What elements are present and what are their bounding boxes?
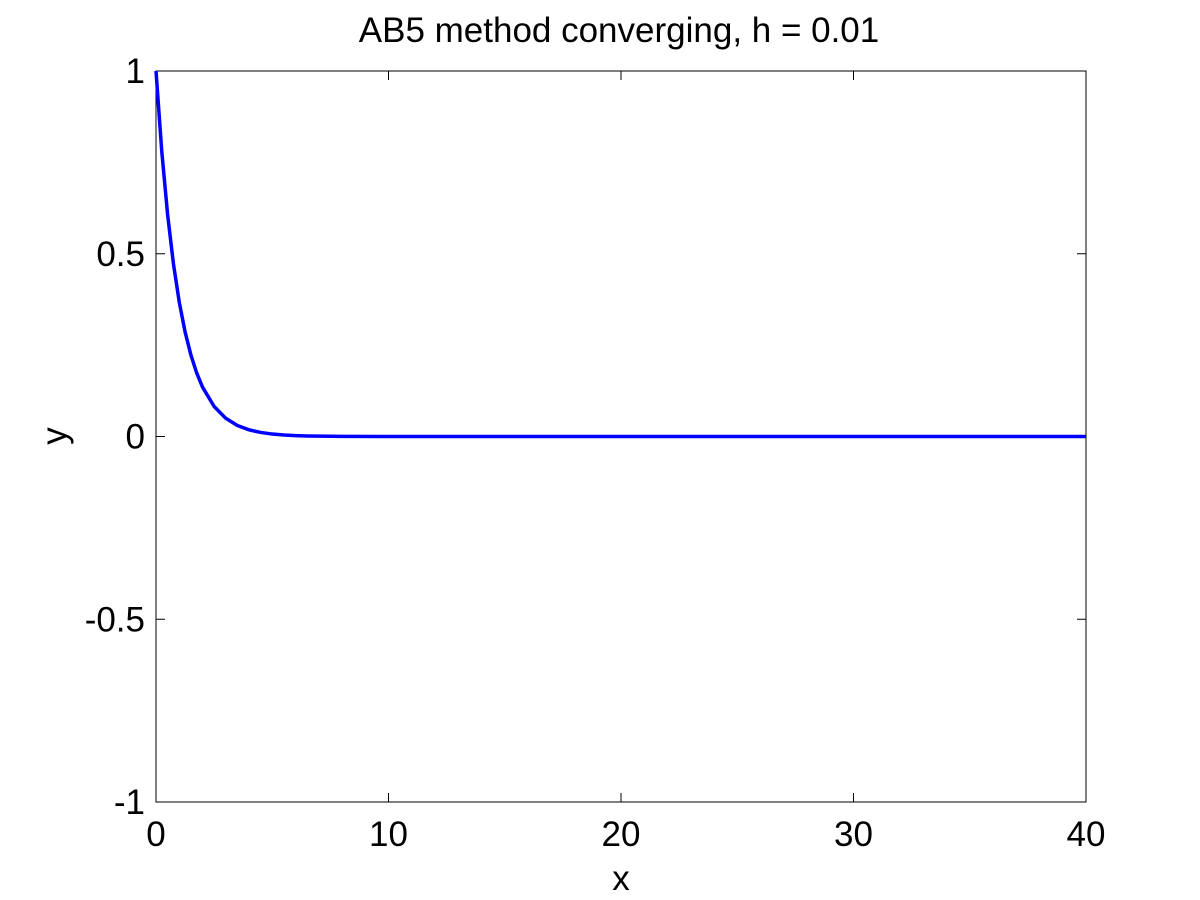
x-tick-label: 20: [602, 815, 641, 854]
series-line-0: [154, 70, 1086, 439]
y-tick-label: 1: [126, 52, 145, 91]
y-tick-label: -0.5: [85, 600, 145, 639]
x-tick-labels: 0 10 20 30 40: [146, 815, 1105, 854]
y-axis-label: y: [35, 427, 74, 445]
x-tick-label: 10: [369, 815, 408, 854]
x-axis-label: x: [612, 859, 630, 898]
y-tick-label: -1: [114, 783, 145, 822]
y-tick-labels: -1 -0.5 0 0.5 1: [85, 52, 145, 822]
series-layer: [154, 70, 1086, 439]
chart-title: AB5 method converging, h = 0.01: [359, 11, 880, 50]
x-tick-label: 40: [1067, 815, 1106, 854]
x-tick-label: 0: [146, 815, 165, 854]
y-tick-label: 0.5: [96, 235, 145, 274]
x-tick-label: 30: [834, 815, 873, 854]
y-tick-label: 0: [126, 418, 145, 457]
